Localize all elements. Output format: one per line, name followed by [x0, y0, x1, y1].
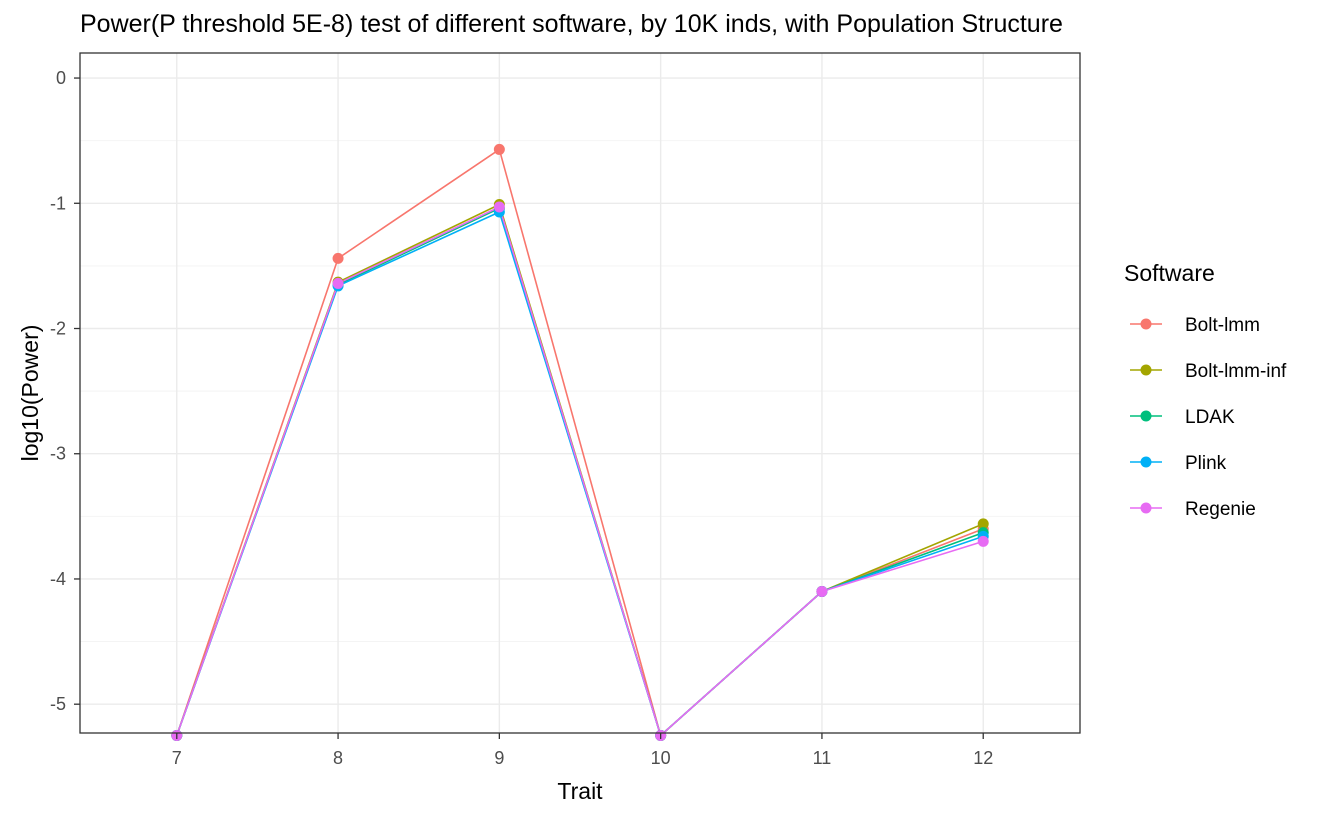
y-tick-label: -5	[50, 694, 66, 714]
data-point	[493, 143, 505, 155]
legend-key-point	[1140, 456, 1152, 468]
plot-area	[79, 52, 1081, 742]
major-grid	[80, 53, 1080, 733]
x-axis: 7 8 9 10 11 12	[172, 733, 993, 768]
x-tick-label: 8	[333, 748, 343, 768]
data-point	[332, 252, 344, 264]
x-tick-label: 7	[172, 748, 182, 768]
legend-label: Plink	[1185, 453, 1227, 474]
legend-key-point	[1140, 410, 1152, 422]
legend-key-point	[1140, 364, 1152, 376]
legend-label: Bolt-lmm-inf	[1185, 361, 1287, 382]
data-point	[332, 277, 344, 289]
chart-title: Power(P threshold 5E-8) test of differen…	[80, 10, 1063, 38]
plot-background	[80, 53, 1080, 733]
y-tick-label: -4	[50, 569, 66, 589]
x-axis-title: Trait	[557, 778, 603, 804]
legend-label: Bolt-lmm	[1185, 315, 1260, 336]
legend-title: Software	[1124, 260, 1215, 286]
y-tick-label: 0	[56, 68, 66, 88]
legend: Software Bolt-lmm Bolt-lmm-inf LDAK Plink Re…	[1124, 260, 1287, 520]
series-line	[176, 205, 984, 737]
legend-label: LDAK	[1185, 407, 1235, 428]
x-tick-label: 12	[973, 748, 993, 768]
minor-grid	[80, 140, 1080, 643]
y-tick-label: -3	[50, 444, 66, 464]
x-tick-label: 10	[651, 748, 671, 768]
legend-items: Bolt-lmm Bolt-lmm-inf LDAK Plink Regenie	[1130, 315, 1287, 520]
data-point	[493, 201, 505, 213]
y-axis-title: log10(Power)	[17, 325, 43, 462]
legend-key-point	[1140, 502, 1152, 514]
data-point	[977, 535, 989, 547]
series-lines	[176, 148, 984, 737]
x-tick-label: 9	[494, 748, 504, 768]
legend-label: Regenie	[1185, 499, 1256, 520]
plot-border	[79, 52, 1081, 734]
y-axis: 0 -1 -2 -3 -4 -5	[50, 68, 80, 714]
y-tick-label: -2	[50, 319, 66, 339]
legend-key-point	[1140, 318, 1152, 330]
y-tick-label: -1	[50, 193, 66, 213]
data-point	[816, 585, 828, 597]
data-point	[977, 518, 989, 530]
x-tick-label: 11	[813, 748, 832, 768]
